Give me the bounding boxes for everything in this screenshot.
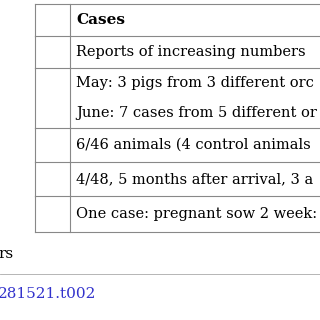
Text: June: 7 cases from 5 different or: June: 7 cases from 5 different or <box>76 106 317 120</box>
Text: Reports of increasing numbers: Reports of increasing numbers <box>76 45 306 59</box>
Text: rs: rs <box>0 247 13 261</box>
Text: May: 3 pigs from 3 different orc: May: 3 pigs from 3 different orc <box>76 76 314 90</box>
Text: 4/48, 5 months after arrival, 3 a: 4/48, 5 months after arrival, 3 a <box>76 172 313 186</box>
Text: One case: pregnant sow 2 week:: One case: pregnant sow 2 week: <box>76 207 317 221</box>
Text: Cases: Cases <box>76 13 125 27</box>
Text: 281521.t002: 281521.t002 <box>0 287 96 301</box>
Text: 6/46 animals (4 control animals: 6/46 animals (4 control animals <box>76 138 311 152</box>
